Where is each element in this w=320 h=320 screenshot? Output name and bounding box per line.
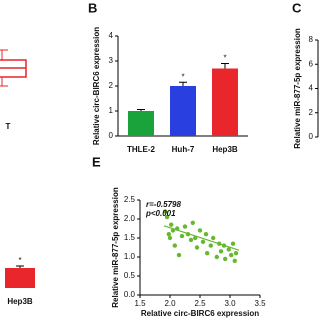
point (208, 243, 213, 248)
y-tick-label: 0.0 (124, 290, 136, 299)
point (214, 254, 219, 260)
point (169, 222, 174, 227)
point (230, 241, 236, 246)
x-tick-label: 3.0 (224, 299, 236, 308)
point (188, 237, 194, 243)
point (176, 252, 182, 258)
point (163, 209, 168, 214)
point (167, 235, 173, 241)
x-tick-label: T (6, 122, 11, 131)
bar (128, 111, 154, 136)
point (164, 214, 170, 220)
x-tick-label: Huh-7 (172, 145, 195, 154)
y-axis-label: Relative miR-877-5p expression (293, 28, 302, 149)
y-tick-label: 2.0 (124, 214, 136, 223)
point (203, 232, 209, 237)
x-tick-label: Hep3B (7, 297, 33, 306)
x-tick-label: 2.5 (194, 299, 206, 308)
point (211, 235, 216, 241)
y-tick-label: 6 (309, 59, 314, 68)
x-tick-label: THLE-2 (127, 145, 156, 154)
trendline (163, 225, 240, 251)
point (172, 243, 177, 248)
significance: * (223, 54, 226, 63)
y-tick-label: 4 (109, 31, 114, 40)
annotation: r=-0.5798 (146, 200, 181, 209)
y-tick-label: 3 (109, 56, 114, 65)
bar (212, 68, 238, 136)
y-tick-label: 2.5 (124, 195, 136, 204)
point (226, 247, 231, 252)
annotation: p<0.001 (145, 209, 176, 218)
point (218, 249, 224, 254)
significance: * (18, 256, 21, 265)
y-axis-label: Relative circ-BIRC6 expression (92, 27, 101, 145)
point (166, 232, 171, 237)
x-tick-label: Hep3B (212, 145, 238, 154)
point (200, 239, 206, 244)
point (223, 256, 228, 262)
point (197, 228, 203, 233)
x-tick-label: 3.5 (254, 299, 266, 308)
point (229, 252, 234, 258)
x-tick-label: 2.0 (164, 299, 176, 308)
point (179, 233, 185, 239)
y-tick-label: 1 (109, 106, 114, 115)
bar (170, 86, 196, 136)
point (194, 245, 200, 250)
y-axis-label: Relative miR-877-5p expression (111, 187, 120, 308)
x-tick-label: 1.5 (134, 299, 146, 308)
y-tick-label: 0 (309, 132, 314, 141)
point (233, 251, 239, 256)
y-tick-label: 1.0 (124, 252, 136, 261)
panel-label: B (88, 0, 97, 15)
point (232, 258, 237, 263)
bar-fragment (5, 268, 35, 288)
x-axis-label: Relative circ-BIRC6 expression (141, 309, 259, 318)
y-tick-label: 1.5 (124, 233, 136, 242)
panel-label: C (292, 0, 302, 15)
y-tick-label: 2 (309, 108, 314, 117)
y-tick-label: 4 (309, 84, 314, 93)
significance: * (181, 72, 184, 81)
y-tick-label: 0 (109, 131, 114, 140)
point (190, 220, 195, 225)
panel-label: E (92, 154, 101, 169)
y-tick-label: 0.5 (124, 271, 136, 280)
point (182, 224, 188, 229)
y-tick-label: 8 (309, 35, 314, 44)
y-tick-label: 2 (109, 81, 114, 90)
point (205, 251, 210, 256)
